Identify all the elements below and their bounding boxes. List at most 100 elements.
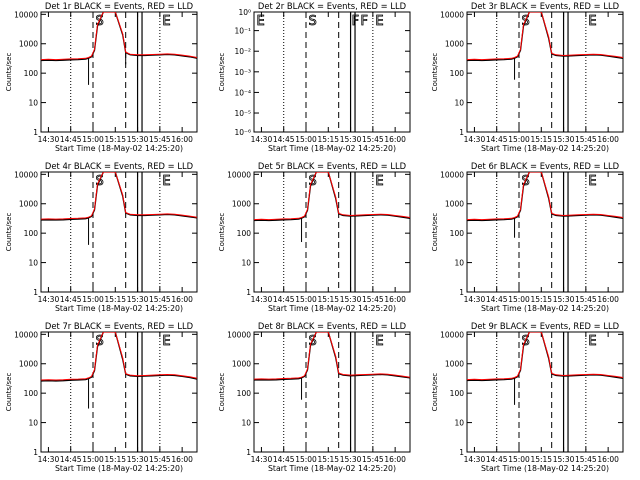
x-tick-label: 15:45 <box>149 135 171 144</box>
x-tick-label: 15:30 <box>553 135 575 144</box>
x-tick-label: 14:45 <box>486 135 508 144</box>
y-tick-label: 100 <box>24 69 39 78</box>
y-tick-label: 10 <box>241 259 251 268</box>
panel-title: Det 9r BLACK = Events, RED = LLD <box>471 321 619 331</box>
x-tick-label: 15:45 <box>362 135 384 144</box>
x-tick-label: 15:00 <box>82 135 104 144</box>
x-tick-label: 15:30 <box>553 295 575 304</box>
x-tick-label: 15:30 <box>127 295 149 304</box>
marker-label: E <box>162 14 170 29</box>
y-tick-label: 10000 <box>14 10 38 19</box>
x-tick-label: 15:30 <box>340 135 362 144</box>
plot-frame <box>466 171 624 293</box>
x-tick-label: 15:00 <box>295 295 317 304</box>
x-tick-label: 15:30 <box>340 455 362 464</box>
y-axis-label: Counts/sec <box>218 373 226 412</box>
x-tick-label: 14:30 <box>38 135 60 144</box>
y-tick-label: 10 <box>241 419 251 428</box>
series-line-1 <box>41 332 197 381</box>
x-tick-label: 14:30 <box>38 455 60 464</box>
panel-title: Det 2r BLACK = Events, RED = LLD <box>258 1 406 11</box>
marker-label: F <box>360 14 367 29</box>
plot-frame <box>40 171 198 293</box>
x-tick-label: 15:15 <box>317 295 339 304</box>
marker-label: E <box>588 174 596 189</box>
x-tick-label: 15:00 <box>508 135 530 144</box>
y-axis-label: Counts/sec <box>5 213 13 252</box>
y-tick-label: 1 <box>33 288 38 297</box>
plot-frame <box>253 171 411 293</box>
y-tick-label: 1 <box>459 448 464 457</box>
series-line-0 <box>41 172 197 221</box>
series-line-1 <box>254 332 410 380</box>
y-tick-label: 10⁻¹ <box>234 27 251 36</box>
plot-frame <box>40 331 198 453</box>
x-tick-label: 15:00 <box>508 455 530 464</box>
series-line-1 <box>467 12 623 61</box>
marker-label: E <box>162 174 170 189</box>
x-axis-label: Start Time (18-May-02 14:25:20) <box>481 464 609 473</box>
x-tick-label: 16:00 <box>384 455 406 464</box>
x-tick-label: 14:45 <box>60 295 82 304</box>
x-tick-label: 15:45 <box>362 295 384 304</box>
y-tick-label: 1000 <box>445 360 464 369</box>
y-tick-label: 1000 <box>19 40 38 49</box>
x-tick-label: 15:00 <box>82 295 104 304</box>
series-line-1 <box>41 12 197 61</box>
y-tick-label: 1000 <box>232 360 251 369</box>
series-line-0 <box>254 172 410 222</box>
x-tick-label: 15:45 <box>149 455 171 464</box>
y-tick-label: 10 <box>28 99 38 108</box>
x-tick-label: 15:00 <box>82 455 104 464</box>
y-tick-label: 10000 <box>440 170 464 179</box>
x-tick-label: 14:45 <box>486 455 508 464</box>
x-tick-label: 15:45 <box>575 455 597 464</box>
marker-label: E <box>375 174 383 189</box>
series-line-1 <box>467 172 623 221</box>
marker-label: S <box>308 14 316 29</box>
x-tick-label: 15:30 <box>553 455 575 464</box>
plot-frame <box>466 11 624 133</box>
series-group <box>41 12 197 85</box>
marker-label: E <box>162 334 170 349</box>
series-group <box>254 332 410 400</box>
x-axis-label: Start Time (18-May-02 14:25:20) <box>268 304 396 313</box>
series-group <box>467 12 623 80</box>
x-tick-label: 15:15 <box>317 455 339 464</box>
x-tick-label: 15:15 <box>104 295 126 304</box>
series-group <box>41 172 197 245</box>
x-tick-label: 16:00 <box>597 135 619 144</box>
y-tick-label: 10 <box>28 419 38 428</box>
marker-label: E <box>375 14 383 29</box>
series-line-0 <box>467 332 623 382</box>
y-tick-label: 10000 <box>14 330 38 339</box>
y-tick-label: 10 <box>454 259 464 268</box>
x-tick-label: 14:45 <box>60 455 82 464</box>
y-axis-label: Counts/sec <box>218 53 226 92</box>
plot-frame <box>253 331 411 453</box>
panel-title: Det 4r BLACK = Events, RED = LLD <box>45 161 193 171</box>
y-tick-label: 1000 <box>19 200 38 209</box>
y-tick-label: 10⁰ <box>238 8 251 17</box>
x-tick-label: 16:00 <box>384 295 406 304</box>
x-axis-label: Start Time (18-May-02 14:25:20) <box>481 144 609 153</box>
y-tick-label: 10000 <box>14 170 38 179</box>
x-tick-label: 15:15 <box>530 295 552 304</box>
y-tick-label: 10⁻⁴ <box>234 88 251 97</box>
series-line-0 <box>41 12 197 62</box>
y-tick-label: 1000 <box>232 200 251 209</box>
x-tick-label: 16:00 <box>597 295 619 304</box>
x-tick-label: 15:00 <box>508 295 530 304</box>
x-tick-label: 14:45 <box>486 295 508 304</box>
x-tick-label: 15:45 <box>362 455 384 464</box>
y-tick-label: 1 <box>246 288 251 297</box>
x-axis-label: Start Time (18-May-02 14:25:20) <box>268 144 396 153</box>
x-tick-label: 14:45 <box>60 135 82 144</box>
x-tick-label: 16:00 <box>171 295 193 304</box>
x-tick-label: 16:00 <box>384 135 406 144</box>
series-line-0 <box>41 332 197 382</box>
